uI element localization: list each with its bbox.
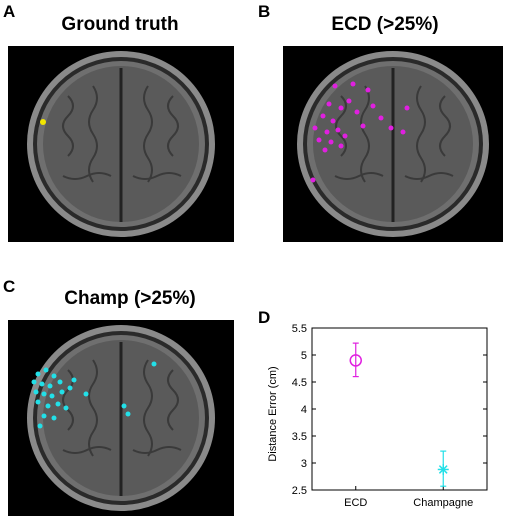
mean-marker-ecd (349, 354, 362, 367)
ecd-markers (310, 81, 410, 183)
x-tick-label: Champagne (413, 497, 473, 509)
asterisk-stroke (438, 465, 448, 474)
panel-a-letter: A (3, 2, 16, 21)
mri-ground-truth (8, 46, 234, 242)
y-tick-label: 2.5 (292, 485, 307, 497)
x-tick-label: ECD (344, 497, 367, 509)
panel-d-letter: D (258, 308, 271, 327)
y-tick-label: 4.5 (292, 377, 307, 389)
panel-b-letter: B (258, 2, 271, 21)
y-tick-label: 5 (301, 350, 307, 362)
mri-ecd (283, 46, 503, 242)
chart-axes: 2.5 3 3.5 4 4.5 5 5.5 ECD Champagne (292, 323, 488, 509)
panel-c-title: Champ (>25%) (64, 288, 196, 309)
distance-error-chart: 2.5 3 3.5 4 4.5 5 5.5 ECD Champagne Distance Err… (267, 323, 488, 509)
ground-truth-marker (40, 119, 46, 125)
brain-slice-b (297, 51, 489, 237)
mean-marker-champagne (437, 463, 449, 475)
brain-slice-a (27, 51, 215, 237)
plot-frame (311, 327, 488, 491)
mri-champagne (8, 320, 234, 516)
y-tick-label: 5.5 (292, 323, 307, 335)
y-tick-label: 4 (301, 404, 307, 416)
panel-b-title: ECD (>25%) (331, 14, 439, 35)
y-tick-label: 3 (301, 458, 307, 470)
y-axis-label: Distance Error (cm) (267, 366, 279, 461)
panel-c-letter: C (3, 277, 16, 296)
brain-slice-c (27, 325, 215, 511)
y-tick-label: 3.5 (292, 431, 307, 443)
chart-marks (349, 342, 449, 487)
panel-a-title: Ground truth (61, 14, 179, 35)
champagne-markers (31, 361, 157, 429)
